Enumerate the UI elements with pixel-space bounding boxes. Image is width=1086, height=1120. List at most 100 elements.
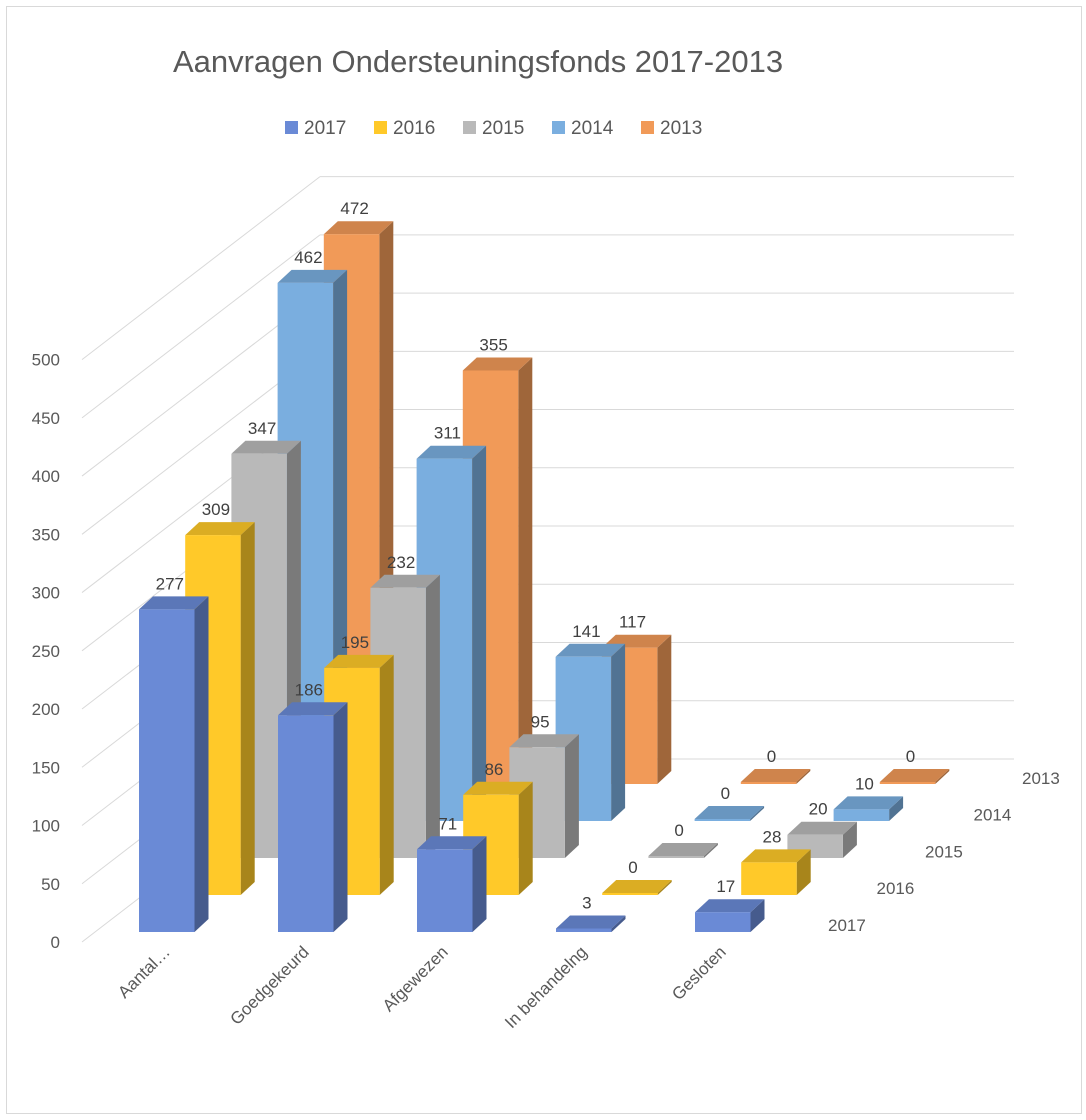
category-label: Gesloten [668,942,730,1004]
data-label-2015-1: 347 [248,419,276,438]
y-tick-label: 0 [51,933,60,952]
bar-2015-4-top [648,843,718,856]
bar-2014-1-top [277,269,348,283]
data-label-2013-3: 117 [619,613,646,632]
legend-swatch-2013 [641,121,654,134]
side-gridline [81,234,321,419]
bar-2017-3-side [472,836,487,932]
y-tick-label: 400 [32,467,60,486]
bar-2014-4-side [750,806,765,821]
legend-swatch-2017 [285,121,298,134]
bar-2016-4-top [602,880,672,893]
bar-2014-4 [694,819,751,821]
bar-2017-2-side [333,702,348,932]
bar-2015-4-side [703,843,718,858]
data-label-2014-4: 0 [721,784,730,803]
bar-2013-1-top [323,221,394,235]
bar-2014-5-top [833,796,904,810]
bar-2014-2-top [416,445,487,459]
bar-2013-5-side [935,769,950,784]
category-label: Afgewezen [379,942,452,1015]
bar-2015-3-top [509,734,579,748]
depth-axis: 2017 2016 2015 2014 2013 [828,769,1060,935]
depth-label: 2017 [828,916,866,935]
legend-label-2015: 2015 [482,118,524,139]
data-label-2015-5: 20 [809,800,828,819]
data-label-2013-1: 472 [340,199,368,218]
bar-2013-3-side [657,634,672,784]
legend-label-2013: 2013 [660,118,702,139]
bar-2017-1-side [194,596,209,932]
bar-2016-3-top [463,781,533,795]
bar-2017-4 [556,928,612,932]
depth-label: 2014 [974,806,1012,825]
bar-2016-2-top [324,654,394,668]
data-label-2017-1: 277 [156,574,184,593]
category-axis: Aantal… Goedgekeurd Afgewezen In behandelng… [114,942,730,1032]
data-label-2013-5: 0 [906,747,915,766]
y-axis: 0 50 100 150 200 250 300 350 400 450 500 [32,351,60,952]
bar-2017-1-top [139,596,209,610]
y-tick-label: 500 [32,351,60,370]
bar-2017-2-top [278,702,348,716]
data-label-2013-4: 0 [767,747,776,766]
data-label-2013-2: 355 [479,336,507,355]
bar-2013-5 [879,782,936,784]
legend-label-2014: 2014 [571,118,614,139]
bar-2015-5-side [842,821,857,858]
category-label: Goedgekeurd [227,942,313,1028]
legend: 2017 2016 2015 2014 2013 [285,118,702,139]
bar-2017-1 [139,609,195,932]
data-label-2017-3: 71 [438,814,457,833]
data-label-2016-1: 309 [202,500,230,519]
bar-2017-4-top [556,915,626,929]
data-label-2017-2: 186 [295,680,323,699]
bar-2015-5-top [787,821,857,835]
bar-2014-4-top [694,806,765,819]
bar-2017-5-side [750,899,765,932]
category-label: In behandelng [501,942,591,1032]
data-label-2014-5: 10 [855,774,874,793]
bar-2017-3 [417,849,473,932]
legend-swatch-2014 [552,121,565,134]
data-label-2016-5: 28 [763,827,782,846]
y-tick-label: 250 [32,642,60,661]
data-label-2016-2: 195 [341,633,369,652]
bar-2017-2 [278,715,334,932]
legend-label-2016: 2016 [393,118,435,139]
bar-2014-5 [833,809,890,821]
bar-2013-4-side [796,769,811,784]
bar-2015-2-top [370,574,440,588]
bar-2014-2-side [472,445,487,821]
data-label-2014-1: 462 [294,248,322,267]
bar-2014-5-side [889,796,904,821]
bar-2017-5 [695,912,751,932]
bar-2016-5 [741,862,797,895]
legend-swatch-2015 [463,121,476,134]
bar-2017-3-top [417,836,487,850]
y-tick-label: 450 [32,409,60,428]
bar-2014-3-side [611,643,626,821]
bar-2013-2-top [462,357,533,371]
y-tick-label: 100 [32,817,60,836]
bar-2013-5-top [879,769,950,782]
data-label-2017-5: 17 [716,877,735,896]
side-gridline [81,176,321,360]
y-tick-label: 150 [32,758,60,777]
data-labels: 0 0 117 355 472 10 0 141 311 462 20 0 95 232 347 28 0 86 1… [156,199,916,912]
bar-2015-2-side [425,574,440,858]
data-label-2015-2: 232 [387,553,415,572]
data-label-2014-2: 311 [434,424,461,443]
bar-2016-2-side [379,654,394,895]
data-label-2016-4: 0 [628,858,637,877]
bars [139,221,950,932]
depth-label: 2013 [1022,769,1060,788]
bar-2014-3-top [555,643,626,657]
y-tick-label: 200 [32,700,60,719]
data-label-2016-3: 86 [484,760,503,779]
depth-label: 2016 [877,879,915,898]
bar-2017-4-side [611,915,626,932]
data-label-2015-3: 95 [531,712,550,731]
data-label-2017-4: 3 [582,894,591,913]
